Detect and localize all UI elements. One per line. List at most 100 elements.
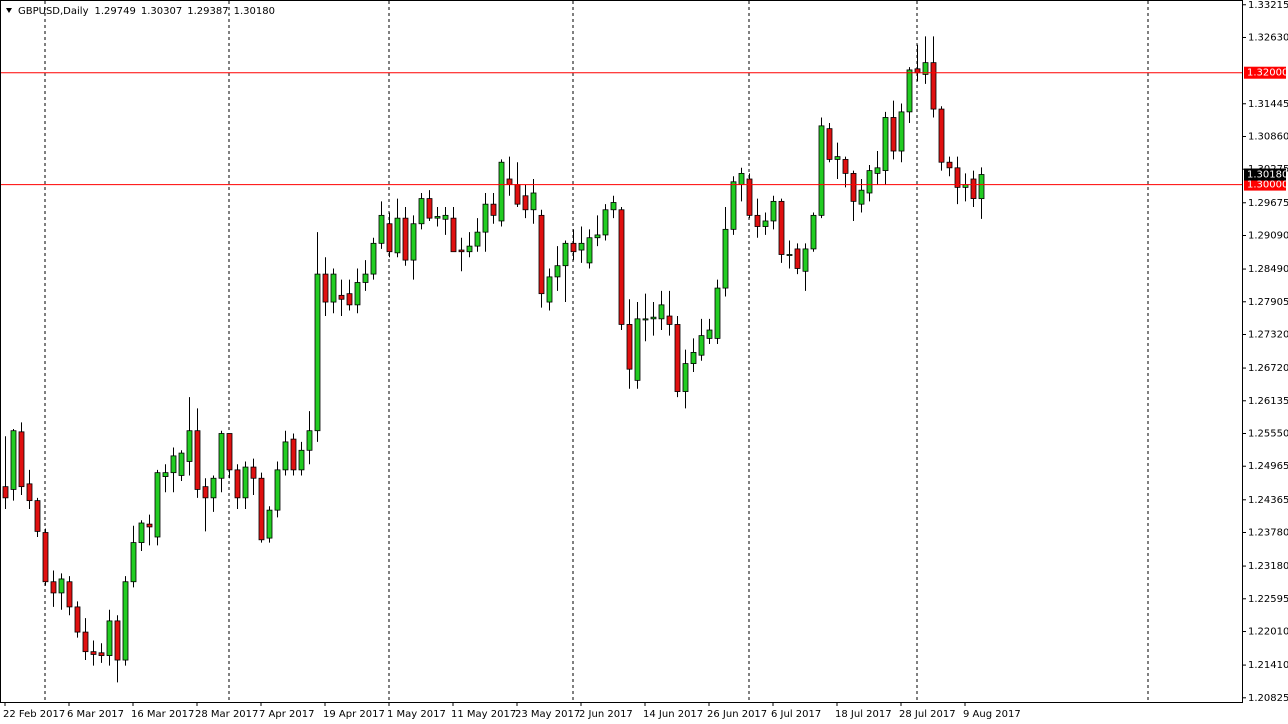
candle-body bbox=[850, 173, 857, 202]
y-tick-label: 1.29675 bbox=[1248, 198, 1288, 209]
candle-body bbox=[250, 466, 257, 479]
candle-body bbox=[874, 167, 881, 174]
y-tick-label: 1.20825 bbox=[1248, 693, 1288, 704]
x-tick-label: 7 Apr 2017 bbox=[259, 709, 314, 720]
candle-body bbox=[434, 216, 441, 219]
y-tick-label: 1.32630 bbox=[1248, 32, 1288, 43]
candle-body bbox=[738, 173, 745, 185]
candle-body bbox=[698, 335, 705, 356]
candle-body bbox=[938, 108, 945, 163]
y-tick-label: 1.29090 bbox=[1248, 230, 1288, 241]
candle-body bbox=[890, 117, 897, 152]
candle-body bbox=[498, 161, 505, 222]
candle-body bbox=[546, 276, 553, 303]
candle-body bbox=[178, 452, 185, 476]
candle-body bbox=[482, 203, 489, 233]
candle-body bbox=[10, 430, 17, 490]
candle-body bbox=[898, 111, 905, 152]
candle-body bbox=[930, 62, 937, 110]
candle-body bbox=[762, 220, 769, 227]
candle-body bbox=[186, 430, 193, 462]
y-tick-label: 1.22010 bbox=[1248, 627, 1288, 638]
candle-body bbox=[802, 248, 809, 272]
candle-body bbox=[754, 214, 761, 227]
candle-body bbox=[562, 242, 569, 267]
candle-body bbox=[730, 181, 737, 230]
candle-body bbox=[346, 293, 353, 306]
candle-body bbox=[258, 477, 265, 541]
candle-body bbox=[466, 245, 473, 253]
candle-body bbox=[90, 651, 97, 655]
y-tick-label: 1.22595 bbox=[1248, 594, 1288, 605]
menu-arrow[interactable] bbox=[6, 8, 12, 13]
candle-body bbox=[978, 174, 985, 200]
x-tick-label: 18 Jul 2017 bbox=[835, 709, 892, 720]
x-tick-label: 1 May 2017 bbox=[387, 709, 446, 720]
y-tick-label: 1.27905 bbox=[1248, 297, 1288, 308]
candle-body bbox=[458, 249, 465, 253]
ohlc-value: 1.30180 bbox=[234, 6, 275, 17]
candle-body bbox=[74, 606, 81, 633]
candle-body bbox=[106, 620, 113, 656]
candle-body bbox=[114, 620, 121, 661]
plot-frame bbox=[0, 0, 1243, 703]
candle-body bbox=[514, 184, 521, 205]
candle-body bbox=[786, 254, 793, 256]
candle-body bbox=[34, 500, 41, 532]
candle-body bbox=[66, 581, 73, 608]
candle-body bbox=[410, 223, 417, 261]
price-label: 1.32000 bbox=[1247, 68, 1288, 79]
candle-body bbox=[2, 486, 9, 499]
candle-body bbox=[122, 581, 129, 661]
candle-body bbox=[418, 198, 425, 225]
y-tick-label: 1.31445 bbox=[1248, 99, 1288, 110]
candle-body bbox=[162, 472, 169, 477]
candle-body bbox=[618, 209, 625, 325]
candle-body bbox=[522, 195, 529, 211]
candle-body bbox=[426, 198, 433, 219]
candle-body bbox=[674, 324, 681, 392]
candle-body bbox=[570, 242, 577, 253]
candle-body bbox=[538, 214, 545, 295]
x-tick-label: 16 Mar 2017 bbox=[131, 709, 194, 720]
candle-body bbox=[226, 433, 233, 471]
candle-body bbox=[922, 62, 929, 75]
candle-body bbox=[378, 214, 385, 244]
candle-body bbox=[490, 203, 497, 216]
candle-body bbox=[906, 69, 913, 113]
candle-body bbox=[322, 273, 329, 303]
candle-body bbox=[50, 581, 57, 594]
candle-body bbox=[474, 231, 481, 247]
candle-body bbox=[282, 441, 289, 471]
candle-body bbox=[442, 214, 449, 220]
candle-body bbox=[210, 477, 217, 499]
candle-body bbox=[794, 248, 801, 269]
price-label-box bbox=[1244, 178, 1286, 191]
candle-body bbox=[314, 273, 321, 432]
candle-body bbox=[626, 324, 633, 370]
candle-body bbox=[58, 578, 65, 594]
candle-body bbox=[578, 242, 585, 251]
candle-body bbox=[818, 125, 825, 216]
candle-body bbox=[554, 265, 561, 278]
candle-body bbox=[634, 318, 641, 381]
y-tick-label: 1.26135 bbox=[1248, 396, 1288, 407]
candle-body bbox=[714, 287, 721, 339]
candle-body bbox=[914, 68, 921, 74]
candle-body bbox=[954, 167, 961, 188]
candle-body bbox=[298, 449, 305, 471]
y-tick-label: 1.26720 bbox=[1248, 363, 1288, 374]
x-tick-label: 11 May 2017 bbox=[451, 709, 516, 720]
y-tick-label: 1.23780 bbox=[1248, 528, 1288, 539]
candle-body bbox=[530, 192, 537, 211]
x-tick-label: 28 Jul 2017 bbox=[899, 709, 956, 720]
candle-body bbox=[594, 234, 601, 239]
candle-body bbox=[370, 242, 377, 275]
v-grid bbox=[44, 1, 1149, 702]
x-tick-label: 9 Aug 2017 bbox=[963, 709, 1021, 720]
candle-body bbox=[866, 170, 873, 194]
candle-body bbox=[218, 433, 225, 479]
candle-body bbox=[42, 532, 49, 583]
candle-body bbox=[690, 351, 697, 364]
